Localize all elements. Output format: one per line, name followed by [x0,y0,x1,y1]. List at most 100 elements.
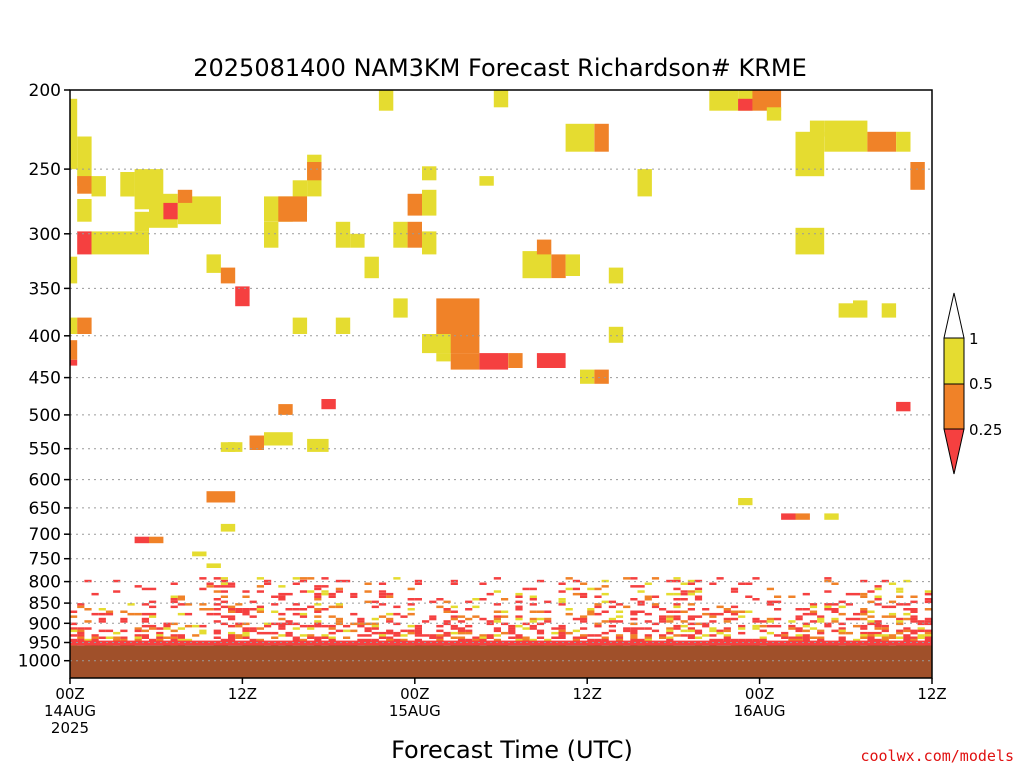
data-cell [752,598,760,601]
data-cell [651,577,660,580]
data-cell [149,638,157,642]
data-cell [623,627,631,630]
data-cell [874,631,882,635]
data-cell [896,131,911,152]
data-cell [615,636,624,639]
data-cell [307,636,315,639]
data-cell [206,585,214,588]
data-cell [860,624,868,628]
data-cell [170,605,178,609]
data-cell [407,624,415,628]
data-cell [558,631,566,635]
data-cell [666,638,674,642]
data-cell [515,624,523,628]
data-cell [881,627,889,630]
data-cell [350,595,358,598]
data-cell [479,617,487,621]
y-tick-label: 450 [29,369,61,389]
data-cell [393,631,401,635]
data-cell [321,590,329,593]
data-cell [328,595,336,598]
data-cell [70,638,78,642]
data-cell [479,634,487,637]
data-cell [587,612,595,616]
data-cell [910,610,918,613]
data-cell [220,577,228,580]
data-cell [838,605,846,609]
data-cell [651,629,660,633]
data-cell [845,603,853,606]
data-cell [896,636,904,639]
data-cell [666,617,674,621]
data-cell [594,638,602,642]
data-cell [694,622,703,626]
y-tick-label: 500 [29,406,61,426]
data-cell [228,615,236,618]
data-cell [529,598,537,601]
data-cell [371,617,379,621]
data-cell [824,624,832,628]
data-cell [77,231,92,255]
data-cell [874,587,882,591]
data-cell [659,608,667,611]
data-cell [328,615,336,618]
data-cell [479,353,509,370]
data-cell [673,577,681,580]
data-cell [364,582,372,585]
data-cell [824,590,832,593]
data-cell [170,638,178,642]
data-cell [694,631,703,635]
data-cell [335,617,343,621]
data-cell [314,638,322,642]
data-cell [364,638,372,642]
data-cell [141,603,149,606]
surface-layer-cells [70,640,932,646]
data-cell [134,211,149,232]
data-cell [414,627,422,630]
data-cell [199,608,207,611]
data-cell [364,256,379,279]
data-cell [673,627,681,630]
data-cell [896,629,904,633]
data-cell [853,624,861,628]
data-cell [558,582,566,585]
data-cell [795,608,803,611]
data-cell [738,624,746,628]
data-cell [479,176,494,186]
data-cell [709,90,738,111]
data-cell [170,598,178,601]
data-cell [881,624,889,628]
data-cell [687,629,695,633]
data-cell [529,603,537,606]
data-cell [623,605,631,609]
data-cell [515,615,523,618]
plot-frame [69,89,933,679]
data-cell [802,608,810,611]
data-cell [120,620,128,623]
data-cell [637,585,645,588]
data-cell [486,622,494,626]
data-cell [84,579,92,583]
data-cell [134,612,142,616]
data-cell [242,629,250,633]
data-cell [910,636,918,639]
data-cell [630,627,638,630]
data-cell [630,577,638,580]
data-cell [314,592,322,596]
data-cell [637,603,645,606]
data-cell [903,608,911,611]
data-cell [601,620,609,623]
data-cell [515,605,523,609]
data-cell [601,600,609,604]
data-cell [730,590,739,593]
data-cell [666,627,674,630]
data-cell [824,579,832,583]
data-cell [450,582,458,585]
data-cell [378,590,387,593]
data-cell [335,603,343,606]
data-cell [809,620,818,623]
data-cell [479,638,487,642]
data-cell [422,634,430,637]
data-cell [134,636,142,639]
data-cell [364,627,372,630]
